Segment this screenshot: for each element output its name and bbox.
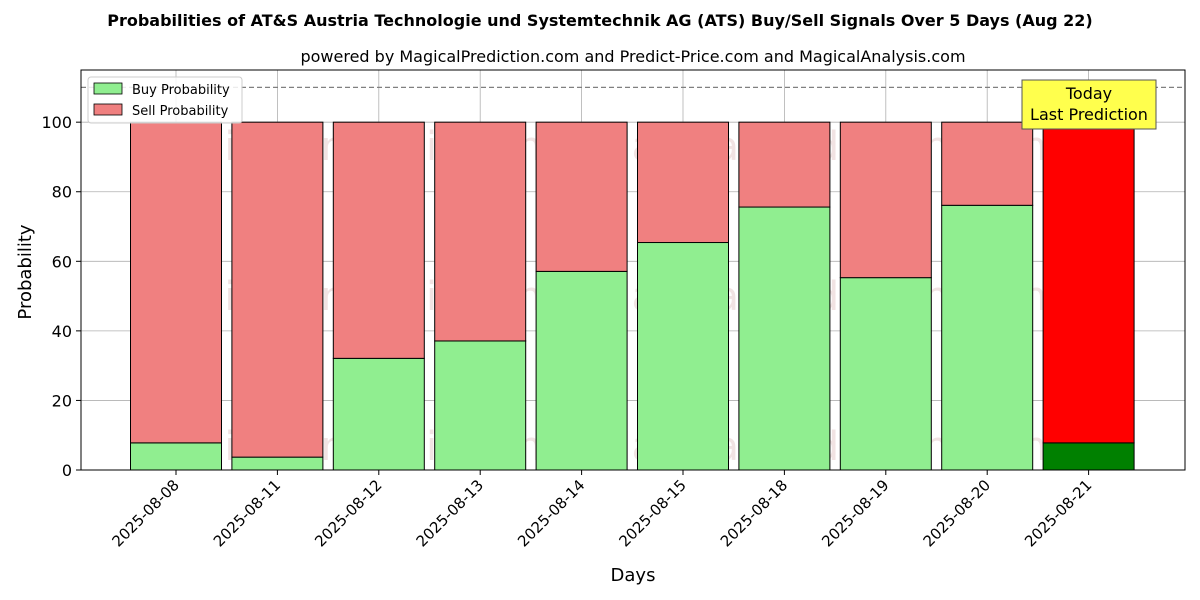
legend-box — [87, 76, 243, 124]
sell-bar — [941, 121, 1034, 206]
buy-bar — [231, 456, 324, 471]
plot-frame — [80, 69, 1186, 471]
chart-title: Probabilities of AT&S Austria Technologi… — [107, 11, 1093, 30]
legend-sell-label: Sell Probability — [132, 104, 229, 119]
y-tick-label: 100 — [41, 113, 72, 132]
y-tick-label: 80 — [52, 183, 72, 202]
sell-bar — [231, 121, 324, 458]
x-tick-label: 2025-08-12 — [311, 476, 385, 550]
x-tick-label: 2025-08-08 — [108, 476, 182, 550]
y-tick-label: 0 — [62, 461, 72, 480]
x-axis-label: Days — [611, 565, 656, 586]
buy-bar — [637, 242, 729, 471]
sell-bar — [1042, 121, 1135, 444]
bars — [130, 121, 1135, 471]
buy-bar — [839, 277, 932, 471]
x-tick-label: 2025-08-14 — [514, 476, 588, 550]
y-tick-label: 20 — [52, 391, 72, 410]
x-tick-label: 2025-08-18 — [717, 476, 791, 550]
x-tick-label: 2025-08-11 — [210, 476, 284, 550]
y-tick-label: 60 — [52, 252, 72, 271]
sell-bar — [738, 121, 831, 208]
y-tick-label: 40 — [52, 322, 72, 341]
buy-bar — [130, 442, 222, 471]
sell-bar — [332, 121, 425, 359]
sell-bar — [130, 121, 222, 444]
x-tick-label: 2025-08-15 — [615, 476, 689, 550]
legend-buy-swatch — [93, 82, 123, 95]
x-tick-label: 2025-08-13 — [413, 476, 487, 550]
buy-bar — [434, 340, 527, 471]
annotation-line1: Today — [1065, 84, 1112, 103]
buy-bar — [535, 270, 628, 471]
sell-bar — [839, 121, 932, 279]
buy-bar — [941, 204, 1034, 471]
sell-bar — [637, 121, 729, 244]
legend: Buy Probability Sell Probability — [87, 76, 243, 124]
annotation-box — [1021, 79, 1157, 130]
sell-bar — [434, 121, 527, 342]
x-tick-label: 2025-08-20 — [920, 476, 994, 550]
y-axis-label: Probability — [15, 224, 36, 319]
sell-bar — [535, 121, 628, 272]
legend-buy-label: Buy Probability — [132, 83, 230, 98]
x-tick-label: 2025-08-19 — [818, 476, 892, 550]
annotation-line2: Last Prediction — [1030, 105, 1148, 124]
chart-subtitle: powered by MagicalPrediction.com and Pre… — [300, 47, 965, 66]
buy-bar — [738, 206, 831, 471]
legend-sell-swatch — [93, 103, 123, 116]
buy-bar — [1042, 442, 1135, 471]
buy-bar — [332, 357, 425, 471]
today-annotation: Today Last Prediction — [1021, 79, 1157, 130]
x-tick-label: 2025-08-21 — [1021, 476, 1095, 550]
